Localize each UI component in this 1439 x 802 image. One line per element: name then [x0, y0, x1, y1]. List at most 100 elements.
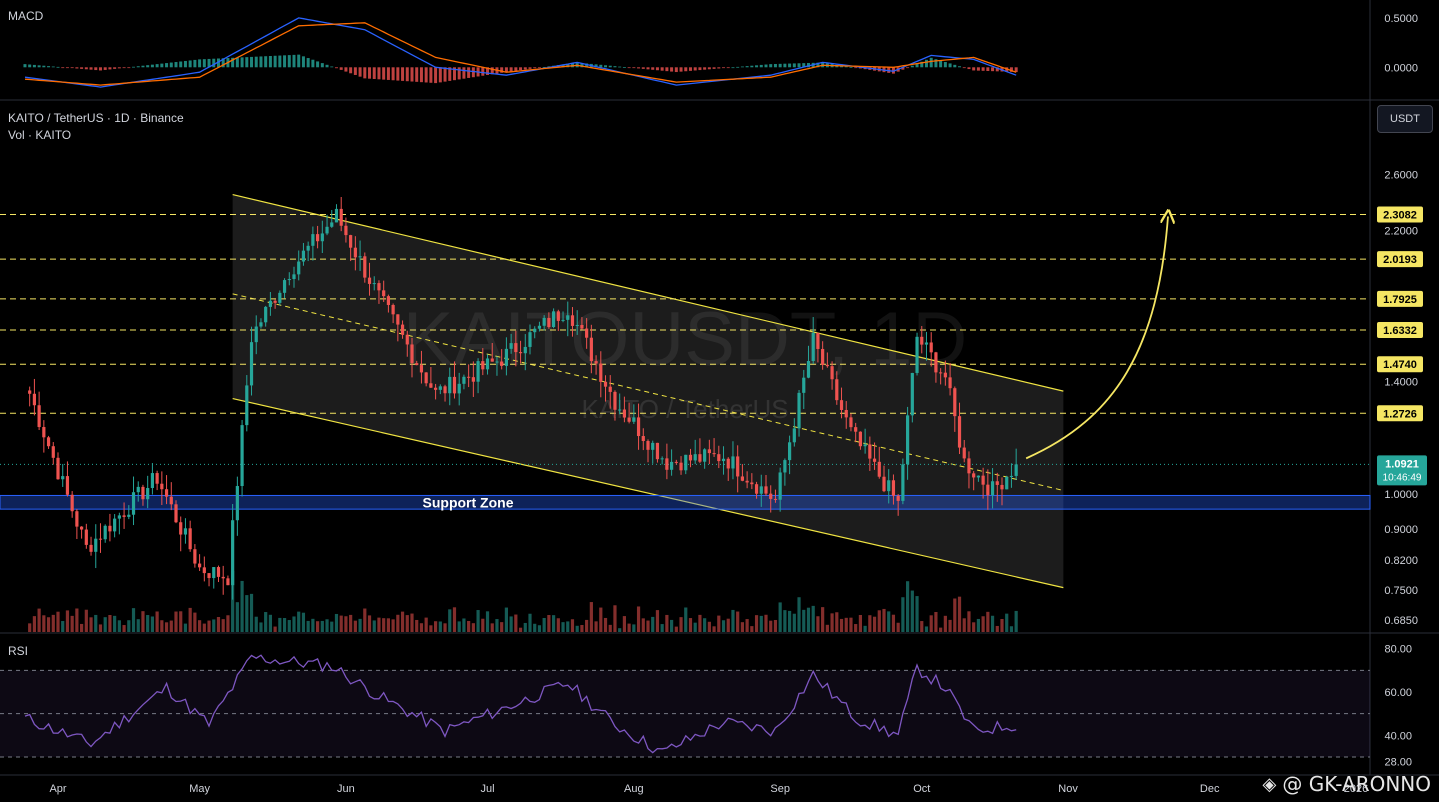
candle-body[interactable] — [887, 480, 891, 492]
candle-body[interactable] — [160, 483, 164, 490]
candle-body[interactable] — [934, 352, 938, 373]
candle-body[interactable] — [594, 361, 598, 364]
candle-body[interactable] — [518, 352, 523, 354]
candle-body[interactable] — [84, 529, 88, 545]
candle-body[interactable] — [603, 381, 608, 387]
candle-body[interactable] — [797, 392, 801, 429]
candle-body[interactable] — [372, 283, 376, 285]
symbol-title[interactable]: KAITO / TetherUS · 1D · Binance — [8, 111, 184, 125]
candle-body[interactable] — [693, 454, 697, 461]
candle-body[interactable] — [268, 300, 272, 307]
candle-body[interactable] — [349, 235, 353, 248]
candle-body[interactable] — [1014, 464, 1018, 476]
candle-body[interactable] — [188, 528, 192, 550]
candle-body[interactable] — [651, 442, 655, 450]
candle-body[interactable] — [882, 476, 886, 492]
candle-body[interactable] — [967, 458, 971, 474]
candle-body[interactable] — [103, 525, 107, 540]
candle-body[interactable] — [32, 393, 36, 406]
candle-body[interactable] — [1009, 475, 1014, 478]
candle-body[interactable] — [65, 476, 70, 495]
candle-body[interactable] — [906, 415, 910, 465]
candle-body[interactable] — [495, 361, 499, 363]
projection-arrow[interactable] — [1025, 216, 1168, 460]
candle-body[interactable] — [28, 390, 32, 394]
candle-body[interactable] — [976, 475, 980, 478]
candle-body[interactable] — [778, 472, 782, 500]
candle-body[interactable] — [108, 525, 112, 532]
candle-body[interactable] — [811, 332, 815, 362]
candle-body[interactable] — [240, 425, 244, 487]
candle-body[interactable] — [566, 315, 570, 320]
candle-body[interactable] — [556, 311, 560, 321]
candle-body[interactable] — [585, 328, 589, 338]
candle-body[interactable] — [754, 484, 759, 494]
candle-body[interactable] — [122, 515, 126, 517]
candle-body[interactable] — [198, 563, 202, 568]
candle-body[interactable] — [367, 277, 372, 284]
candle-body[interactable] — [334, 208, 339, 223]
candle-body[interactable] — [877, 461, 881, 477]
candle-body[interactable] — [920, 336, 924, 345]
candle-body[interactable] — [89, 544, 93, 552]
candle-body[interactable] — [391, 304, 395, 315]
candle-body[interactable] — [155, 473, 159, 484]
candle-body[interactable] — [164, 489, 169, 497]
candle-body[interactable] — [703, 449, 707, 462]
candle-body[interactable] — [750, 482, 754, 485]
candle-body[interactable] — [665, 458, 669, 470]
candle-body[interactable] — [542, 317, 546, 326]
candle-body[interactable] — [471, 377, 475, 382]
candle-body[interactable] — [80, 526, 84, 530]
candle-body[interactable] — [169, 496, 173, 505]
candle-body[interactable] — [972, 473, 976, 478]
macd-signal-line[interactable] — [24, 22, 1017, 86]
candle-body[interactable] — [245, 385, 249, 426]
candle-body[interactable] — [419, 365, 424, 373]
candle-body[interactable] — [953, 388, 957, 417]
candle-body[interactable] — [660, 458, 664, 460]
candle-body[interactable] — [37, 405, 41, 428]
candle-body[interactable] — [570, 315, 575, 326]
candle-body[interactable] — [212, 567, 216, 579]
candle-body[interactable] — [523, 346, 527, 354]
candle-body[interactable] — [618, 409, 622, 411]
candle-body[interactable] — [396, 314, 400, 325]
candle-body[interactable] — [249, 342, 254, 386]
candle-body[interactable] — [490, 358, 494, 362]
candle-body[interactable] — [452, 376, 457, 394]
candle-body[interactable] — [330, 222, 334, 227]
candle-body[interactable] — [844, 409, 848, 418]
candle-body[interactable] — [150, 473, 154, 489]
candle-body[interactable] — [42, 427, 46, 438]
candle-body[interactable] — [802, 377, 806, 393]
support-zone[interactable] — [0, 494, 1371, 510]
candle-body[interactable] — [438, 386, 442, 390]
candle-body[interactable] — [500, 361, 504, 366]
candle-body[interactable] — [386, 296, 390, 305]
candle-body[interactable] — [717, 454, 721, 462]
candle-body[interactable] — [221, 576, 225, 579]
candle-body[interactable] — [981, 475, 985, 485]
candle-body[interactable] — [948, 377, 952, 389]
candle-body[interactable] — [117, 515, 121, 519]
candle-body[interactable] — [202, 567, 206, 574]
candle-body[interactable] — [56, 457, 60, 480]
candle-body[interactable] — [957, 416, 962, 448]
candle-body[interactable] — [745, 480, 749, 483]
candle-body[interactable] — [424, 372, 428, 384]
candle-body[interactable] — [216, 567, 221, 577]
candle-body[interactable] — [410, 344, 414, 364]
candle-body[interactable] — [467, 376, 471, 378]
candle-body[interactable] — [575, 325, 579, 327]
candle-body[interactable] — [773, 498, 778, 500]
candle-body[interactable] — [98, 538, 103, 540]
candle-body[interactable] — [193, 549, 197, 564]
candle-body[interactable] — [783, 460, 787, 473]
candle-body[interactable] — [282, 280, 287, 293]
candle-body[interactable] — [943, 372, 947, 378]
currency-button[interactable]: USDT — [1377, 105, 1433, 133]
candle-body[interactable] — [136, 486, 140, 493]
candle-body[interactable] — [670, 461, 674, 470]
candle-body[interactable] — [46, 437, 51, 447]
